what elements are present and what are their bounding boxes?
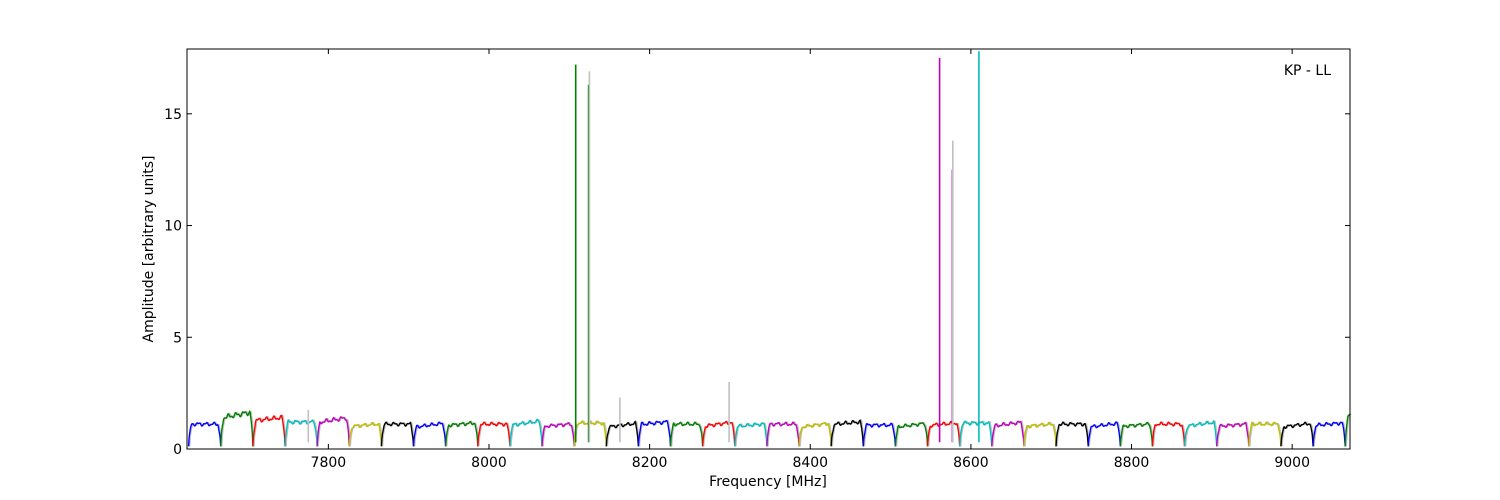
channel-trace: [1055, 421, 1089, 447]
channel-trace: [637, 420, 672, 447]
channel-trace: [1119, 421, 1154, 447]
x-axis: 7800 8000 8200 8400 8600 8800 9000: [311, 49, 1310, 471]
channel-trace: [991, 420, 1025, 447]
background-spectrum: [189, 409, 1352, 447]
channel-trace: [509, 418, 543, 447]
channel-trace: [862, 422, 897, 447]
channel-trace: [1151, 421, 1186, 447]
channel-trace: [959, 420, 993, 447]
channel-trace: [1248, 421, 1282, 447]
channel-trace: [894, 422, 929, 447]
channel-trace: [477, 421, 511, 447]
channel-trace: [380, 421, 415, 447]
channel-trace: [1087, 421, 1121, 447]
channel-trace: [1280, 421, 1314, 447]
channel-trace: [1344, 413, 1351, 447]
rfi-spikes: [307, 51, 980, 443]
channel-trace: [444, 420, 479, 447]
background-trace: [317, 416, 351, 447]
y-axis: 0 5 10 15: [164, 107, 1350, 458]
background-trace: [1024, 421, 1058, 447]
x-tick-label: 8400: [792, 455, 828, 471]
channel-trace: [412, 421, 447, 447]
background-trace: [1056, 421, 1090, 447]
channel-trace: [605, 420, 640, 447]
channel-trace: [348, 422, 383, 447]
channel-trace: [541, 421, 575, 447]
channel-trace: [284, 418, 318, 447]
x-tick-label: 8800: [1114, 455, 1150, 471]
y-tick-label: 10: [164, 219, 182, 235]
background-trace: [863, 422, 898, 447]
channel-trace: [1023, 421, 1057, 447]
y-axis-label: Amplitude [arbitrary units]: [141, 156, 157, 343]
x-tick-label: 8600: [953, 455, 989, 471]
channel-trace: [926, 420, 961, 447]
channel-trace: [830, 419, 864, 447]
channel-trace: [187, 421, 222, 447]
plot-frame: [186, 48, 1351, 450]
channel-trace: [252, 414, 286, 447]
channel-series: [187, 409, 1351, 447]
background-trace: [799, 421, 833, 447]
channel-trace: [669, 421, 704, 447]
x-axis-label: Frequency [MHz]: [709, 474, 827, 490]
channel-trace: [701, 420, 736, 447]
x-tick-label: 8000: [471, 455, 507, 471]
plot-annotation: KP - LL: [1284, 63, 1331, 79]
channel-trace: [1312, 421, 1346, 447]
channel-trace: [766, 421, 800, 447]
channel-trace: [1216, 421, 1250, 447]
y-tick-label: 0: [173, 442, 182, 458]
channel-trace: [798, 421, 832, 447]
x-tick-label: 7800: [311, 455, 347, 471]
x-tick-label: 9000: [1274, 455, 1310, 471]
y-tick-label: 5: [173, 330, 182, 346]
channel-trace: [734, 422, 768, 447]
channel-trace: [1183, 420, 1218, 447]
y-tick-label: 15: [164, 107, 182, 123]
channel-trace: [220, 409, 254, 447]
x-tick-label: 8200: [632, 455, 668, 471]
background-trace: [896, 421, 930, 447]
channel-trace: [316, 416, 350, 447]
